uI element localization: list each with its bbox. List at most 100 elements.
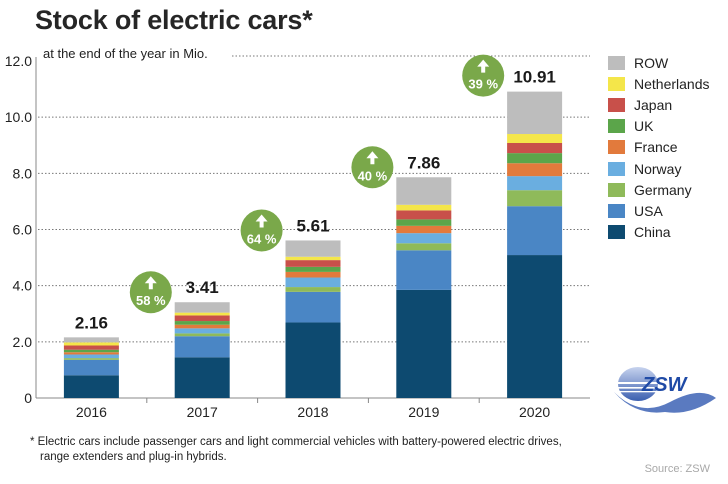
y-tick-label: 4.0 (13, 278, 33, 294)
bar-segment-uk-2018 (285, 266, 341, 272)
growth-label: 58 % (136, 293, 166, 308)
legend-item-row: ROW (608, 52, 710, 73)
legend-item-china: China (608, 222, 710, 243)
bar-segment-japan-2019 (396, 210, 452, 220)
bar-segment-france-2018 (285, 271, 341, 278)
bar-segment-usa-2018 (285, 291, 341, 323)
legend-label: Netherlands (634, 75, 710, 92)
bar-segment-netherlands-2020 (507, 134, 563, 144)
footnote-line-2: range extenders and plug-in hybrids. (40, 451, 227, 463)
total-label: 7.86 (407, 153, 440, 172)
legend-label: USA (634, 202, 663, 219)
bar-segment-japan-2020 (507, 143, 563, 154)
bar-segment-china-2018 (285, 322, 341, 398)
bar-segment-netherlands-2019 (396, 204, 452, 211)
x-tick-label: 2017 (187, 404, 218, 420)
up-arrow-icon (255, 214, 268, 228)
legend-swatch (608, 225, 625, 240)
logo-text: ZSW (641, 374, 689, 396)
legend: ROW Netherlands Japan UK France Norway Germany… (608, 52, 710, 243)
bar-segment-germany-2017 (174, 333, 230, 337)
growth-label: 64 % (247, 231, 277, 246)
bar-segment-germany-2016 (63, 358, 119, 360)
bar-segment-france-2017 (174, 324, 230, 329)
up-arrow-icon (144, 276, 157, 290)
bar-segment-norway-2019 (396, 233, 452, 244)
y-tick-label: 0 (24, 390, 32, 406)
footnote-line-1: * Electric cars include passenger cars a… (30, 436, 562, 448)
bar-segment-germany-2019 (396, 243, 452, 251)
legend-item-norway: Norway (608, 158, 710, 179)
bar-segment-uk-2019 (396, 219, 452, 226)
bar-segment-row-2020 (507, 91, 563, 135)
bar-segment-norway-2017 (174, 328, 230, 334)
bar-segment-usa-2020 (507, 206, 563, 256)
y-tick-label: 10.0 (5, 109, 32, 125)
bar-segment-france-2019 (396, 225, 452, 234)
growth-label: 40 % (358, 168, 388, 183)
x-tick-label: 2020 (519, 404, 550, 420)
legend-swatch (608, 140, 625, 155)
bar-segment-china-2017 (174, 357, 230, 398)
legend-swatch (608, 97, 625, 112)
bar-segment-norway-2016 (63, 354, 119, 359)
bar-segment-china-2019 (396, 289, 452, 398)
bar-segment-row-2017 (174, 302, 230, 313)
up-arrow-icon (366, 151, 379, 165)
growth-badge (240, 209, 283, 252)
bar-segment-usa-2019 (396, 250, 452, 290)
x-tick-label: 2018 (297, 404, 328, 420)
legend-item-usa: USA (608, 200, 710, 221)
growth-badge (351, 146, 394, 189)
total-label: 10.91 (513, 68, 556, 87)
bar-segment-china-2020 (507, 255, 563, 398)
zsw-logo-icon: ZSW (614, 367, 716, 413)
legend-swatch (608, 55, 625, 70)
chart-title: Stock of electric cars* (35, 5, 313, 35)
y-tick-label: 6.0 (13, 222, 33, 238)
bar-segment-usa-2016 (63, 359, 119, 376)
total-label: 2.16 (75, 313, 108, 332)
legend-label: ROW (634, 54, 669, 71)
bar-segment-netherlands-2017 (174, 312, 230, 316)
legend-item-germany: Germany (608, 179, 710, 200)
legend-item-uk: UK (608, 116, 710, 137)
bar-segment-norway-2020 (507, 176, 563, 191)
bar-segment-germany-2020 (507, 190, 563, 207)
growth-badge (462, 54, 505, 97)
legend-swatch (608, 119, 625, 134)
bar-segment-norway-2018 (285, 277, 341, 288)
chart-subtitle: at the end of the year in Mio. (43, 46, 208, 61)
y-tick-label: 8.0 (13, 165, 33, 181)
bar-segment-japan-2016 (63, 345, 119, 350)
bar-segment-france-2016 (63, 352, 119, 355)
legend-item-japan: Japan (608, 94, 710, 115)
growth-badge (129, 271, 172, 314)
bar-segment-japan-2017 (174, 315, 230, 322)
bar-segment-france-2020 (507, 163, 563, 177)
bar-segment-uk-2020 (507, 153, 563, 164)
footnote: * Electric cars include passenger cars a… (30, 435, 562, 465)
legend-item-netherlands: Netherlands (608, 73, 710, 94)
legend-swatch (608, 161, 625, 176)
x-tick-label: 2016 (76, 404, 107, 420)
legend-label: Norway (634, 160, 682, 177)
legend-swatch (608, 76, 625, 91)
bar-segment-uk-2016 (63, 349, 119, 353)
bar-segment-germany-2018 (285, 287, 341, 292)
legend-label: Germany (634, 181, 692, 198)
bar-segment-uk-2017 (174, 321, 230, 325)
bar-segment-japan-2018 (285, 260, 341, 267)
legend-item-france: France (608, 137, 710, 158)
legend-label: Japan (634, 96, 673, 113)
total-label: 5.61 (296, 216, 329, 235)
legend-swatch (608, 182, 625, 197)
up-arrow-icon (477, 59, 490, 73)
x-tick-label: 2019 (408, 404, 439, 420)
legend-label: UK (634, 118, 654, 135)
bar-segment-usa-2017 (174, 336, 230, 358)
bar-segment-row-2018 (285, 240, 341, 257)
bar-segment-netherlands-2018 (285, 256, 341, 261)
bar-segment-row-2016 (63, 337, 119, 343)
